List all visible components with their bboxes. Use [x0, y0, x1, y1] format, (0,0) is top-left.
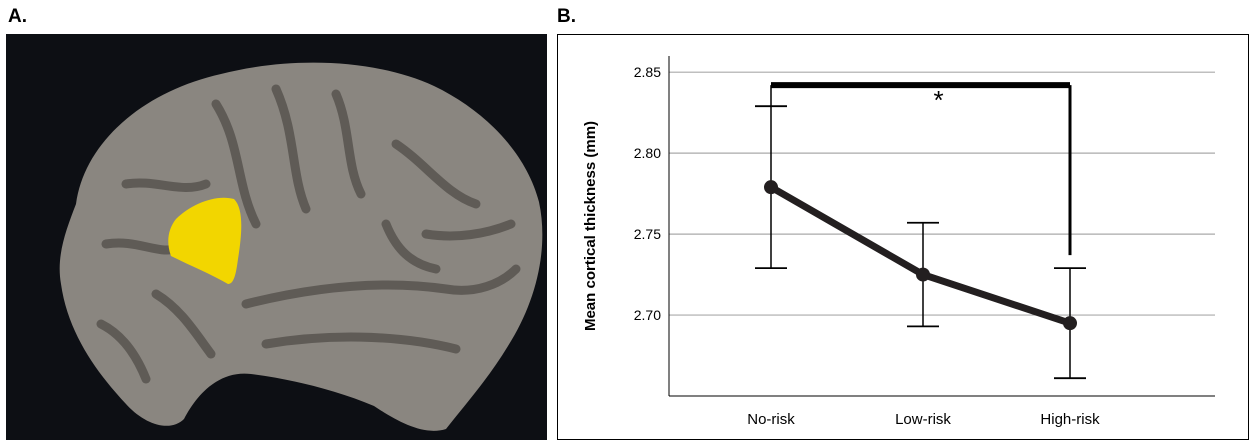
x-tick-labels: No-risk Low-risk High-risk — [747, 411, 1100, 428]
thickness-line-chart: 2.70 2.75 2.80 2.85 No-risk Low-risk High-ris… — [557, 34, 1249, 440]
x-tick-label: No-risk — [747, 411, 795, 428]
panel-label-a: A. — [8, 6, 27, 27]
data-point — [1063, 316, 1077, 331]
y-tick-labels: 2.70 2.75 2.80 2.85 — [634, 64, 661, 323]
brain-render-panel — [6, 34, 547, 440]
data-point — [764, 180, 778, 195]
panel-label-b: B. — [557, 6, 576, 27]
y-tick-label: 2.85 — [634, 64, 661, 80]
significance-bracket — [770, 82, 1072, 256]
data-point — [916, 267, 930, 282]
highlighted-cortical-region — [168, 197, 242, 284]
x-tick-label: High-risk — [1040, 411, 1100, 428]
significance-label: * — [933, 85, 943, 115]
y-axis-label: Mean cortical thickness (mm) — [582, 121, 599, 331]
y-tick-label: 2.70 — [634, 307, 661, 323]
chart-panel: 2.70 2.75 2.80 2.85 No-risk Low-risk High-ris… — [557, 34, 1249, 440]
y-tick-label: 2.75 — [634, 226, 661, 242]
data-points — [764, 180, 1077, 331]
y-tick-label: 2.80 — [634, 145, 661, 161]
grid-lines — [669, 71, 1215, 316]
x-tick-label: Low-risk — [895, 411, 951, 428]
chart-frame — [557, 34, 1249, 440]
axes — [668, 56, 1215, 397]
brain-render-image — [6, 34, 547, 440]
cortex-sulci — [96, 84, 521, 384]
